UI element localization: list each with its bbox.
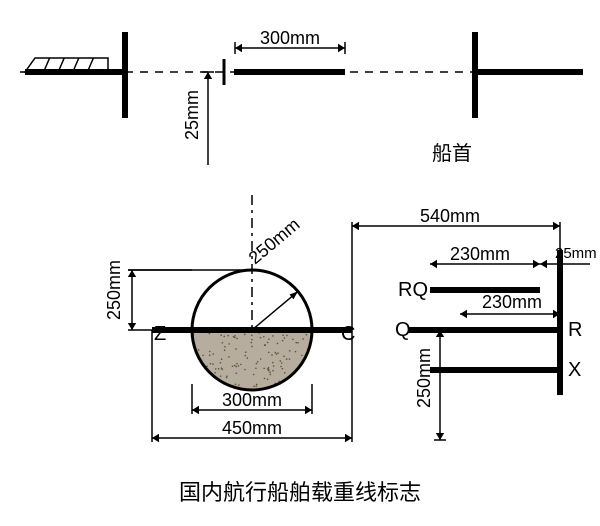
- dim-230a: 230mm: [450, 244, 510, 264]
- dim-450: 450mm: [222, 418, 282, 438]
- label-x: X: [568, 359, 581, 381]
- svg-text:300mm: 300mm: [260, 28, 320, 48]
- label-rq: RQ: [398, 279, 428, 301]
- label-r: R: [568, 319, 582, 341]
- svg-text:250mm: 250mm: [414, 348, 434, 408]
- dim-25b: 25mm: [555, 245, 597, 262]
- label-c: C: [341, 323, 355, 345]
- bow-label: 船首: [432, 142, 472, 165]
- label-q: Q: [395, 319, 411, 341]
- dim-300b: 300mm: [222, 390, 282, 410]
- caption: 国内航行船舶载重线标志: [179, 480, 421, 505]
- dim-540: 540mm: [420, 206, 480, 226]
- label-z: Z: [154, 323, 166, 345]
- dim-25mm: 25mm: [182, 90, 202, 140]
- svg-text:250mm: 250mm: [104, 260, 124, 320]
- dim-230b: 230mm: [482, 292, 542, 312]
